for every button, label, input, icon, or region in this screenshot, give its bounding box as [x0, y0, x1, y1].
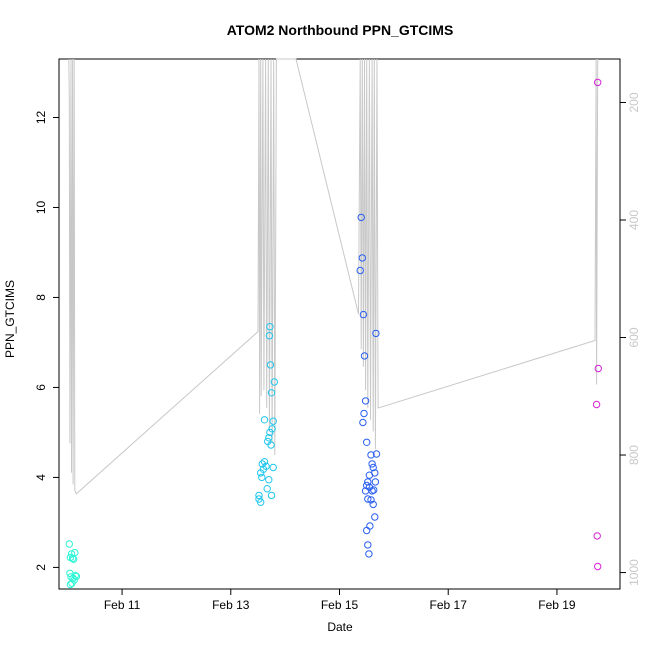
chart-title: ATOM2 Northbound PPN_GTCIMS — [227, 22, 454, 38]
data-point-s1-8 — [267, 441, 275, 449]
data-point-s2-2 — [356, 266, 364, 275]
y-axis-label: PPN_GTCIMS — [3, 280, 17, 358]
right-y-axis: 200 400 600 800 1000 — [620, 92, 641, 586]
series-line — [68, 58, 599, 495]
data-point-s1-13 — [266, 361, 275, 369]
data-point-s0-10 — [70, 576, 78, 584]
data-point-s2-9 — [367, 451, 375, 459]
data-point-s2-27 — [363, 526, 371, 535]
data-point-s1-7 — [266, 428, 274, 437]
data-point-s2-25 — [371, 513, 379, 521]
data-point-s2-30 — [372, 329, 380, 338]
data-point-s0-5 — [71, 548, 79, 557]
y2-tick-label: 1000 — [627, 559, 641, 586]
data-point-s0-0 — [65, 540, 74, 548]
data-point-s1-22 — [255, 491, 263, 500]
scatter-points — [65, 78, 602, 589]
y2-tick-label: 400 — [627, 210, 641, 230]
plot-frame — [58, 58, 621, 590]
y-axis: 2 4 6 8 10 12 — [34, 110, 59, 571]
data-point-s0-13 — [66, 580, 75, 589]
data-point-s2-15 — [364, 478, 372, 486]
x-tick-label: Feb 15 — [321, 598, 359, 612]
data-point-s2-29 — [365, 550, 373, 558]
y-tick-label: 12 — [34, 110, 48, 124]
data-point-s2-10 — [368, 460, 376, 468]
data-point-s2-28 — [364, 541, 372, 549]
data-point-s3-3 — [593, 532, 601, 540]
data-point-s2-8 — [363, 438, 371, 446]
data-point-s1-16 — [266, 323, 274, 331]
data-point-s1-6 — [265, 434, 273, 442]
data-point-s1-2 — [258, 460, 266, 468]
data-point-s0-11 — [71, 571, 80, 580]
data-point-s2-26 — [366, 522, 374, 530]
y2-tick-label: 600 — [627, 327, 641, 347]
data-point-s0-12 — [72, 572, 81, 581]
data-point-s1-20 — [269, 463, 277, 472]
data-point-s1-19 — [267, 491, 276, 500]
right-axis-line-series — [68, 58, 599, 495]
data-point-s2-24 — [369, 500, 377, 509]
data-point-s2-19 — [368, 487, 376, 495]
y-tick-label: 8 — [34, 294, 48, 301]
y-tick-label: 6 — [34, 384, 48, 391]
data-point-s1-12 — [265, 332, 274, 340]
data-point-s1-24 — [259, 465, 268, 473]
data-point-s1-10 — [269, 417, 277, 425]
data-point-s3-4 — [594, 562, 602, 571]
data-point-s3-0 — [594, 78, 602, 87]
data-point-s2-7 — [360, 409, 368, 418]
y-tick-label: 10 — [34, 200, 48, 214]
data-point-s2-20 — [370, 486, 378, 494]
data-point-s2-4 — [360, 352, 369, 360]
data-point-s1-9 — [268, 425, 276, 433]
data-point-s2-3 — [359, 310, 368, 319]
x-tick-label: Feb 19 — [538, 598, 576, 612]
y-tick-label: 2 — [34, 564, 48, 571]
data-point-s1-14 — [267, 389, 276, 397]
data-point-s2-11 — [369, 463, 377, 472]
x-tick-label: Feb 11 — [104, 598, 141, 612]
data-point-s2-13 — [372, 450, 381, 458]
x-axis: Feb 11 Feb 13 Feb 15 Feb 17 Feb 19 — [104, 589, 576, 612]
data-point-s2-6 — [359, 418, 367, 427]
data-point-s2-1 — [358, 254, 366, 262]
data-point-s1-23 — [258, 473, 266, 482]
y2-tick-label: 800 — [627, 445, 641, 465]
data-point-s2-21 — [371, 478, 380, 486]
x-tick-label: Feb 13 — [212, 598, 250, 612]
data-point-s1-17 — [263, 485, 271, 493]
x-axis-label: Date — [327, 620, 353, 634]
data-point-s1-21 — [257, 498, 265, 506]
data-point-s1-11 — [260, 416, 269, 424]
data-point-s2-0 — [357, 213, 365, 222]
data-point-s1-15 — [270, 378, 278, 386]
y2-tick-label: 200 — [627, 92, 641, 112]
data-point-s3-1 — [594, 364, 602, 373]
data-point-s2-14 — [365, 471, 374, 479]
data-point-s3-2 — [592, 400, 601, 409]
y-tick-label: 4 — [34, 474, 48, 481]
data-point-s2-23 — [367, 496, 375, 504]
data-point-s1-3 — [260, 458, 269, 466]
data-point-s1-18 — [265, 476, 273, 484]
data-point-s2-5 — [361, 397, 370, 405]
data-point-s2-22 — [364, 495, 372, 503]
x-tick-label: Feb 17 — [430, 598, 468, 612]
